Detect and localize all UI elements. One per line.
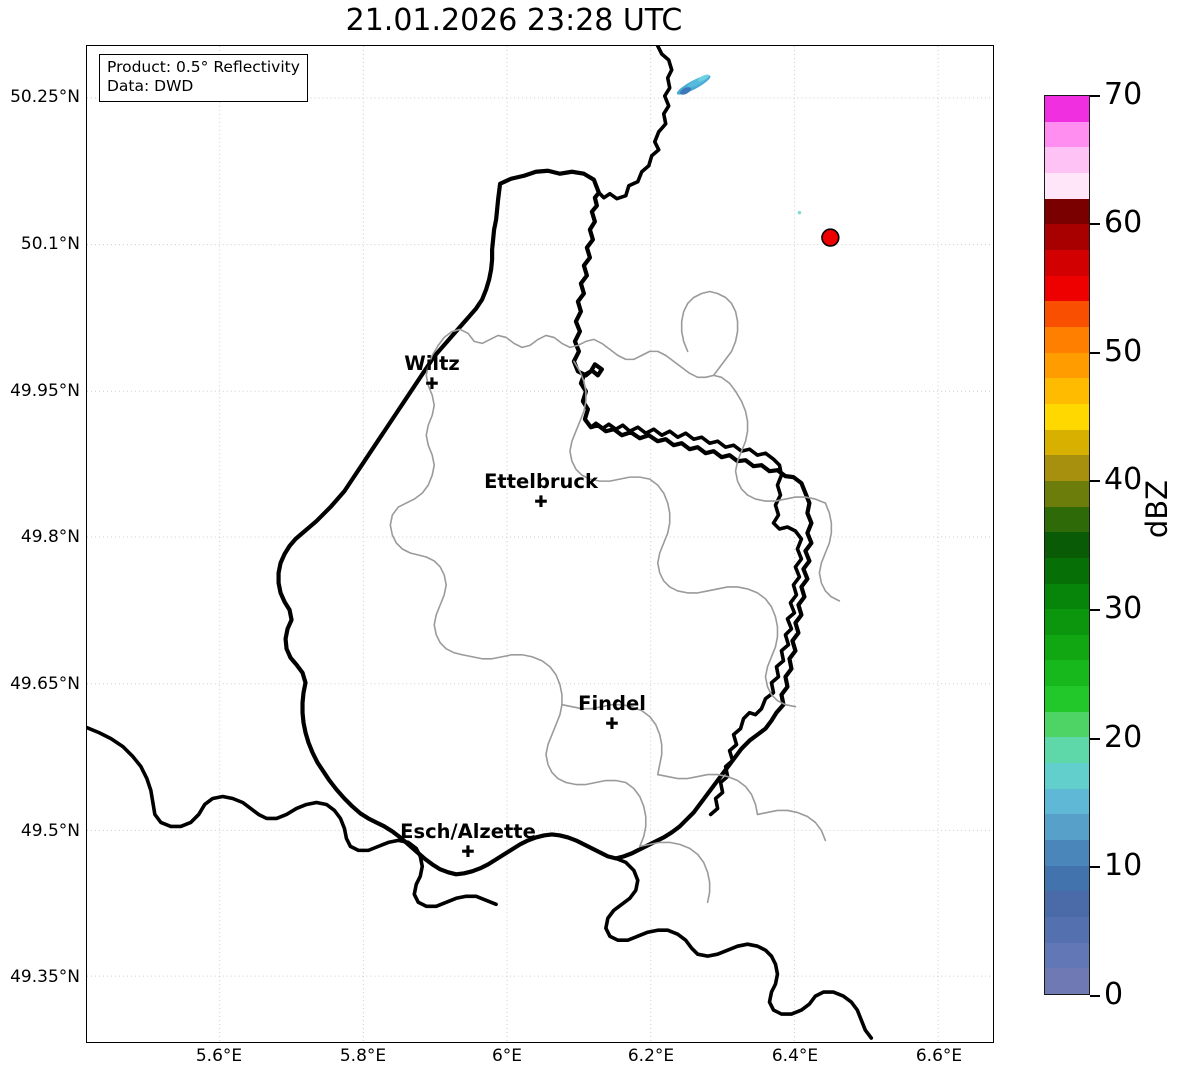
x-tick-label: 6.6°E: [915, 1046, 963, 1066]
colorbar-band: [1045, 557, 1089, 584]
page-title: 21.01.2026 23:28 UTC: [345, 3, 683, 38]
colorbar-band: [1045, 505, 1089, 533]
colorbar-band: [1045, 249, 1089, 276]
product-line: Product: 0.5° Reflectivity: [107, 58, 300, 76]
colorbar-band: [1045, 403, 1089, 430]
colorbar-tick-mark: [1090, 95, 1100, 97]
colorbar-band: [1045, 736, 1089, 764]
y-tick-label: 49.5°N: [20, 821, 80, 841]
colorbar-band: [1045, 121, 1089, 148]
y-tick-label: 49.95°N: [10, 381, 80, 401]
colorbar-band: [1045, 711, 1089, 738]
colorbar-band: [1045, 890, 1089, 918]
colorbar-band: [1045, 634, 1089, 661]
colorbar-tick-mark: [1090, 609, 1100, 611]
city-esch-alzette: Esch/Alzette ✚: [400, 820, 536, 861]
colorbar-band: [1045, 198, 1089, 225]
colorbar-wrapper: [1044, 95, 1090, 995]
colorbar-band: [1045, 146, 1089, 173]
colorbar-tick-label: 0: [1104, 977, 1124, 1012]
colorbar-tick-label: 40: [1104, 462, 1143, 497]
x-tick-label: 6.4°E: [771, 1046, 819, 1066]
colorbar-tick-mark: [1090, 223, 1100, 225]
x-tick-label: 5.6°E: [195, 1046, 243, 1066]
city-wiltz: Wiltz ✚: [404, 352, 460, 393]
colorbar-band: [1045, 351, 1089, 379]
colorbar-band: [1045, 762, 1089, 789]
colorbar-band: [1045, 172, 1089, 199]
city-marker-icon: ✚: [534, 492, 548, 511]
product-info-box: Product: 0.5° Reflectivity Data: DWD: [99, 54, 308, 102]
y-tick-label: 49.65°N: [10, 674, 80, 694]
colorbar-ticks: 70 60 50 40 30 20 10 0: [1090, 0, 1184, 1081]
colorbar-tick-label: 50: [1104, 334, 1143, 369]
y-tick-label: 50.25°N: [10, 87, 80, 107]
y-axis-tick-labels: 50.25°N 50.1°N 49.95°N 49.8°N 49.65°N 49…: [0, 0, 80, 1081]
x-tick-label: 6°E: [491, 1046, 523, 1066]
y-tick-label: 49.8°N: [20, 527, 80, 547]
colorbar-band: [1045, 454, 1089, 481]
radar-map-panel[interactable]: Product: 0.5° Reflectivity Data: DWD Wil…: [86, 45, 994, 1043]
city-marker-icon: ✚: [425, 374, 439, 393]
x-tick-label: 5.8°E: [339, 1046, 387, 1066]
colorbar-band: [1045, 326, 1089, 353]
colorbar-band: [1045, 300, 1089, 327]
colorbar-band: [1045, 428, 1089, 456]
x-tick-label: 6.2°E: [627, 1046, 675, 1066]
colorbar-band: [1045, 275, 1089, 302]
colorbar-band: [1045, 865, 1089, 892]
y-tick-label: 50.1°N: [20, 234, 80, 254]
colorbar-tick-mark: [1090, 738, 1100, 740]
colorbar-tick-label: 30: [1104, 591, 1143, 626]
colorbar-band: [1045, 377, 1089, 404]
colorbar-band: [1045, 223, 1089, 250]
city-label: Wiltz: [404, 352, 460, 375]
reflectivity-colorbar: [1044, 95, 1090, 995]
colorbar-tick-mark: [1090, 480, 1100, 482]
colorbar-band: [1045, 531, 1089, 558]
colorbar-tick-label: 60: [1104, 205, 1143, 240]
colorbar-tick-label: 70: [1104, 77, 1143, 112]
city-marker-icon: ✚: [605, 714, 619, 733]
data-source-line: Data: DWD: [107, 77, 194, 95]
x-axis-tick-labels: 5.6°E 5.8°E 6°E 6.2°E 6.4°E 6.6°E: [0, 1046, 1184, 1076]
echo-east-faint-dot: [797, 210, 802, 215]
colorbar-band: [1045, 967, 1089, 994]
colorbar-tick-mark: [1090, 995, 1100, 997]
luxembourg-national-border: [276, 168, 814, 877]
colorbar-tick-label: 10: [1104, 848, 1143, 883]
y-tick-label: 49.35°N: [10, 967, 80, 987]
colorbar-band: [1045, 839, 1089, 866]
colorbar-band: [1045, 659, 1089, 687]
foreign-borders: [87, 725, 874, 1040]
colorbar-tick-mark: [1090, 352, 1100, 354]
city-label: Ettelbruck: [484, 470, 598, 493]
colorbar-axis-label: dBZ: [1140, 480, 1174, 539]
city-marker-icon: ✚: [461, 842, 475, 861]
city-label: Findel: [578, 692, 646, 715]
city-label: Esch/Alzette: [400, 820, 536, 843]
colorbar-band: [1045, 582, 1089, 610]
colorbar-tick-label: 20: [1104, 720, 1143, 755]
city-findel: Findel ✚: [578, 692, 646, 733]
map-gridlines: [87, 46, 993, 1042]
echo-east-cell: [821, 228, 840, 247]
radar-echo-layer: [676, 74, 840, 247]
city-ettelbruck: Ettelbruck ✚: [484, 470, 598, 511]
canton-boundaries: [389, 290, 841, 904]
colorbar-band: [1045, 685, 1089, 712]
colorbar-band: [1045, 813, 1089, 841]
map-canvas: [87, 46, 993, 1042]
colorbar-band: [1045, 788, 1089, 815]
colorbar-tick-mark: [1090, 866, 1100, 868]
colorbar-band: [1045, 96, 1089, 122]
colorbar-band: [1045, 608, 1089, 635]
colorbar-band: [1045, 942, 1089, 969]
colorbar-band: [1045, 916, 1089, 943]
echo-northeast-streak: [676, 74, 711, 95]
colorbar-band: [1045, 480, 1089, 507]
